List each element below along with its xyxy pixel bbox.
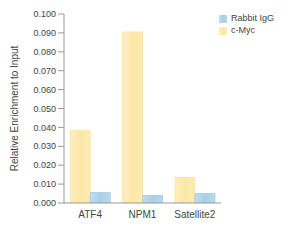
html-text:Rabbit IgG: Rabbit IgG [231, 13, 274, 23]
svg-text:0.070: 0.070 [33, 66, 56, 76]
svg-text:Relative Enrichment to Input: Relative Enrichment to Input [9, 45, 20, 171]
svg-text:0.090: 0.090 [33, 28, 56, 38]
svg-text:0.050: 0.050 [33, 104, 56, 114]
svg-text:NPM1: NPM1 [129, 209, 157, 220]
svg-text:0.040: 0.040 [33, 123, 56, 133]
svg-text:ATF4: ATF4 [78, 209, 102, 220]
html-text:c-Myc: c-Myc [231, 25, 255, 35]
svg-text:0.030: 0.030 [33, 141, 56, 151]
svg-text:0.060: 0.060 [33, 85, 56, 95]
svg-text:0.010: 0.010 [33, 179, 56, 189]
svg-text:Satellite2: Satellite2 [174, 209, 216, 220]
svg-text:0.100: 0.100 [33, 9, 56, 19]
svg-text:0.080: 0.080 [33, 47, 56, 57]
svg-text:0.000: 0.000 [33, 198, 56, 208]
svg-text:0.020: 0.020 [33, 160, 56, 170]
